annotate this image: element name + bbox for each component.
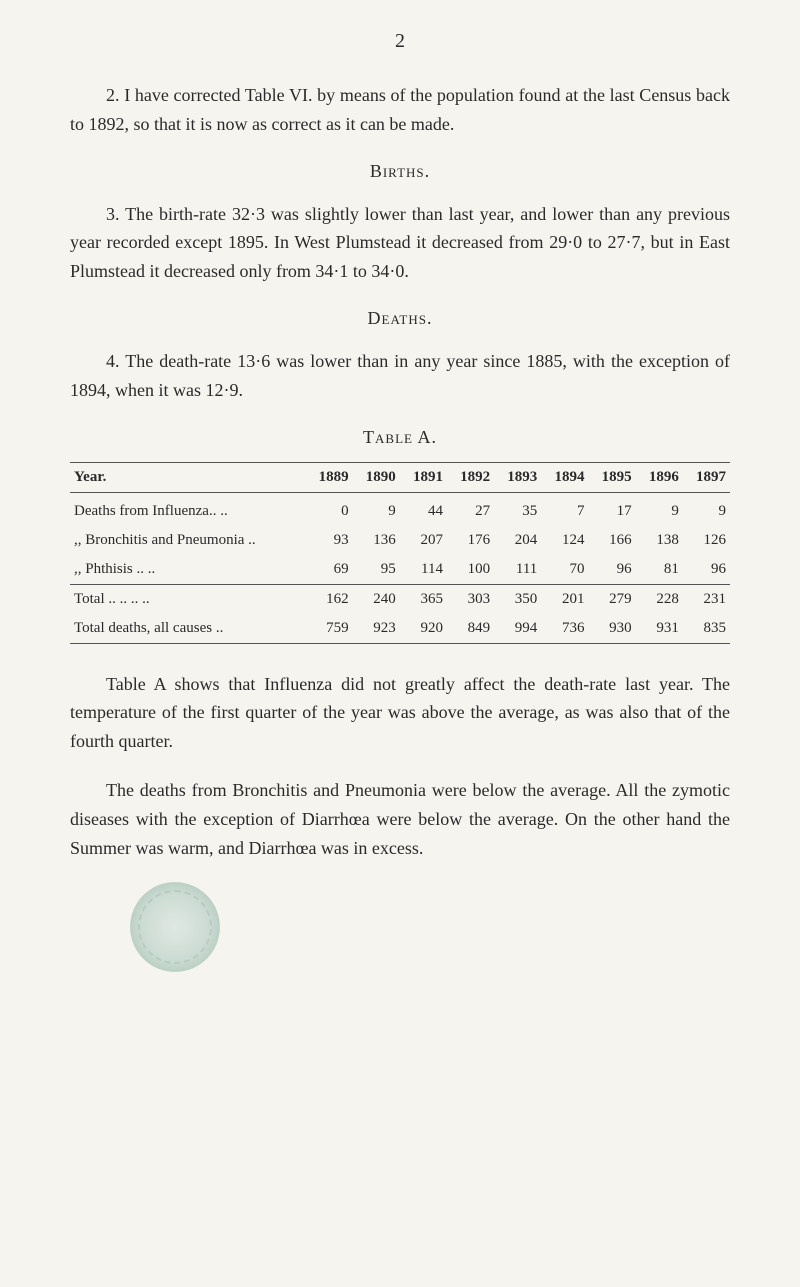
table-head-label: Year. (70, 462, 305, 492)
page-container: 2 2. I have corrected Table VI. by means… (0, 0, 800, 1012)
cell: 69 (305, 555, 352, 585)
table-year: 1889 (305, 462, 352, 492)
cell: 126 (683, 526, 730, 555)
cell: 9 (353, 492, 400, 526)
cell: 279 (588, 584, 635, 614)
table-year: 1891 (400, 462, 447, 492)
cell: 27 (447, 492, 494, 526)
cell: 240 (353, 584, 400, 614)
paragraph-5: The deaths from Bronchitis and Pneumonia… (70, 776, 730, 862)
cell: 44 (400, 492, 447, 526)
table-caption: Table A. (70, 427, 730, 448)
table-year: 1895 (588, 462, 635, 492)
paragraph-1: 2. I have corrected Table VI. by means o… (70, 81, 730, 139)
cell: 17 (588, 492, 635, 526)
cell: 931 (636, 614, 683, 644)
table-row: ,, Phthisis .. .. 69 95 114 100 111 70 9… (70, 555, 730, 585)
table-year: 1890 (353, 462, 400, 492)
page-number: 2 (70, 30, 730, 53)
cell: 166 (588, 526, 635, 555)
cell: 9 (683, 492, 730, 526)
cell: 303 (447, 584, 494, 614)
cell: 124 (541, 526, 588, 555)
cell: 930 (588, 614, 635, 644)
paragraph-2: 3. The birth-rate 32·3 was slightly lowe… (70, 200, 730, 286)
cell: 849 (447, 614, 494, 644)
cell: 923 (353, 614, 400, 644)
table-a: Year. 1889 1890 1891 1892 1893 1894 1895… (70, 462, 730, 644)
table-row-total: Total .. .. .. .. 162 240 365 303 350 20… (70, 584, 730, 614)
table-year: 1894 (541, 462, 588, 492)
cell: 759 (305, 614, 352, 644)
table-row: ,, Bronchitis and Pneumonia .. 93 136 20… (70, 526, 730, 555)
cell: 365 (400, 584, 447, 614)
paragraph-4: Table A shows that Influenza did not gre… (70, 670, 730, 756)
row-label: Deaths from Influenza.. .. (70, 492, 305, 526)
cell: 35 (494, 492, 541, 526)
cell: 0 (305, 492, 352, 526)
cell: 920 (400, 614, 447, 644)
cell: 7 (541, 492, 588, 526)
cell: 207 (400, 526, 447, 555)
cell: 736 (541, 614, 588, 644)
table-year: 1893 (494, 462, 541, 492)
row-label: ,, Bronchitis and Pneumonia .. (70, 526, 305, 555)
cell: 93 (305, 526, 352, 555)
table-year: 1896 (636, 462, 683, 492)
cell: 228 (636, 584, 683, 614)
cell: 100 (447, 555, 494, 585)
cell: 111 (494, 555, 541, 585)
table-year: 1892 (447, 462, 494, 492)
cell: 162 (305, 584, 352, 614)
table-row-grand-total: Total deaths, all causes .. 759 923 920 … (70, 614, 730, 644)
heading-births: Births. (70, 161, 730, 182)
row-label: Total .. .. .. .. (70, 584, 305, 614)
cell: 81 (636, 555, 683, 585)
heading-deaths: Deaths. (70, 308, 730, 329)
cell: 176 (447, 526, 494, 555)
cell: 96 (588, 555, 635, 585)
cell: 96 (683, 555, 730, 585)
cell: 994 (494, 614, 541, 644)
table-row: Deaths from Influenza.. .. 0 9 44 27 35 … (70, 492, 730, 526)
cell: 95 (353, 555, 400, 585)
row-label: Total deaths, all causes .. (70, 614, 305, 644)
library-stamp-icon (130, 882, 220, 972)
cell: 835 (683, 614, 730, 644)
cell: 231 (683, 584, 730, 614)
cell: 204 (494, 526, 541, 555)
cell: 70 (541, 555, 588, 585)
paragraph-3: 4. The death-rate 13·6 was lower than in… (70, 347, 730, 405)
cell: 201 (541, 584, 588, 614)
cell: 138 (636, 526, 683, 555)
cell: 114 (400, 555, 447, 585)
cell: 9 (636, 492, 683, 526)
cell: 136 (353, 526, 400, 555)
cell: 350 (494, 584, 541, 614)
table-header-row: Year. 1889 1890 1891 1892 1893 1894 1895… (70, 462, 730, 492)
table-year: 1897 (683, 462, 730, 492)
row-label: ,, Phthisis .. .. (70, 555, 305, 585)
